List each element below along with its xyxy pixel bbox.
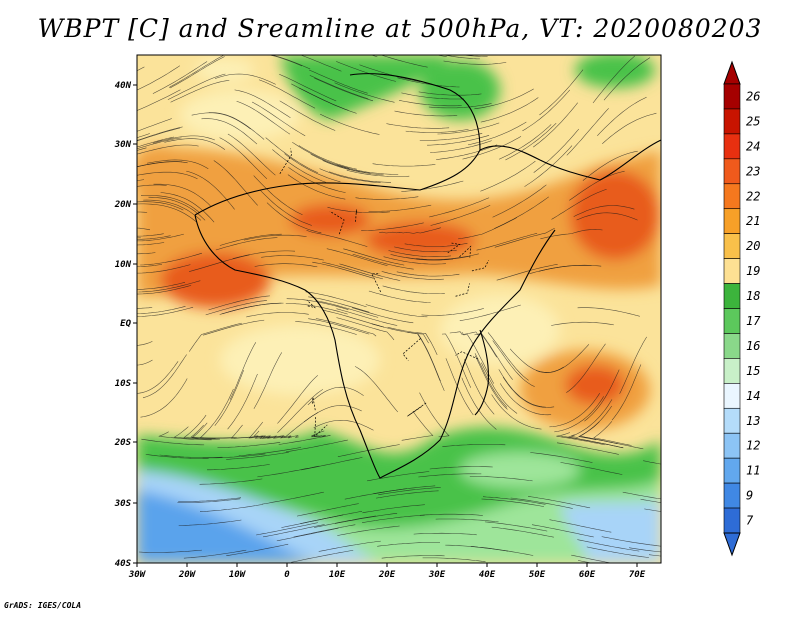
map-title: WBPT [C] and Sreamline at 500hPa, VT: 20… [37,14,763,43]
lon-tick-label: 30E [428,570,446,580]
lon-tick-label: 20W [178,570,197,580]
colorbar-label: 16 [746,339,760,353]
lat-tick-label: 40S [115,559,132,569]
colorbar-label: 23 [746,164,760,178]
wbpt-shaded-field [137,55,661,563]
colorbar-swatch [723,383,741,409]
colorbar-label: 25 [746,114,760,128]
colorbar-swatch [723,308,741,334]
lon-tick-label: 60E [579,570,596,580]
colorbar-label: 18 [746,289,760,303]
lon-tick-label: 50E [529,570,546,580]
colorbar-swatch [723,233,741,259]
colorbar-swatch [723,482,741,509]
colorbar-swatch [723,133,741,160]
lat-tick-label: EQ [120,319,131,329]
colorbar-swatch [723,358,741,384]
lat-tick-label: 30N [114,140,132,150]
colorbar-swatch [723,258,741,284]
colorbar-label: 9 [746,489,753,503]
colorbar-label: 21 [746,214,760,228]
colorbar-label: 12 [746,439,760,453]
latitude-axis: 40N 30N 20N 10N EQ 10S 20S 30S 40S [114,81,137,569]
colorbar-label: 14 [746,389,760,403]
colorbar-label: 19 [746,264,760,278]
longitude-axis: 30W 20W 10W 0 10E 20E 30E 40E 50E 60E 70E [128,563,646,580]
colorbar-swatch [723,283,741,309]
lat-tick-label: 10S [115,379,132,389]
colorbar-label: 7 [746,514,754,528]
lat-tick-label: 20N [114,200,132,210]
colorbar-label: 24 [746,139,760,153]
colorbar-label: 11 [746,464,760,478]
lon-tick-label: 40E [479,570,496,580]
colorbar-swatch [723,507,741,534]
plot-frame [136,54,662,564]
lon-tick-label: 30W [128,570,147,580]
lon-tick-label: 70E [629,570,646,580]
colorbar-bottom-arrow [723,532,741,557]
colorbar-swatch [723,183,741,210]
colorbar-label: 20 [746,239,760,253]
lon-tick-label: 10E [329,570,346,580]
colorbar-swatch [723,208,741,234]
colorbar-swatch [723,83,741,110]
lon-tick-label: 0 [284,570,290,580]
lat-tick-label: 30S [114,499,132,509]
colorbar-swatch [723,432,741,459]
lat-tick-label: 10N [115,260,132,270]
colorbar-label: 22 [746,189,760,203]
coastlines-layer [194,73,661,479]
colorbar-swatch [723,457,741,484]
lon-tick-label: 10W [229,570,247,580]
colorbar-label: 17 [746,314,761,328]
lat-tick-label: 40N [115,81,132,91]
colorbar-label: 15 [746,364,760,378]
colorbar-swatch [723,158,741,185]
lat-tick-label: 20S [114,438,132,448]
colorbar: 26 25 24 23 22 21 20 19 18 17 16 15 14 13 12 11 9 7 [723,60,761,557]
colorbar-top-arrow [723,60,741,85]
lon-tick-label: 20E [378,570,396,580]
grads-credit: GrADS: IGES/COLA [4,601,82,610]
colorbar-swatch [723,108,741,135]
colorbar-label: 26 [746,90,760,104]
colorbar-label: 13 [746,414,760,428]
colorbar-swatch [723,333,741,359]
colorbar-swatch [723,407,741,434]
